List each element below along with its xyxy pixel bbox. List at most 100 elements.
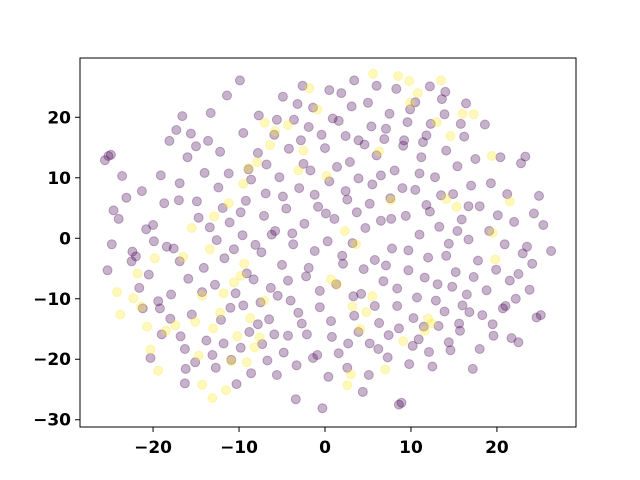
data-point [397, 183, 408, 194]
y-tick-label: −10 [33, 290, 71, 310]
data-point [509, 216, 520, 227]
plot-frame [79, 57, 577, 428]
data-point [207, 350, 218, 360]
data-point [424, 206, 435, 217]
data-point [142, 321, 153, 332]
data-point [295, 135, 306, 146]
data-point [445, 131, 456, 141]
data-point [155, 170, 166, 181]
data-point [327, 113, 338, 124]
data-point [454, 318, 465, 329]
data-point [443, 238, 454, 249]
data-point [154, 303, 165, 314]
data-point [308, 102, 318, 113]
data-point [423, 252, 434, 263]
data-point [253, 110, 264, 121]
data-point [479, 119, 490, 130]
data-point [241, 268, 252, 279]
data-point [291, 360, 302, 371]
data-point [264, 314, 275, 325]
data-point [143, 269, 154, 280]
data-point [298, 158, 309, 169]
data-point [218, 288, 229, 299]
data-point [447, 281, 458, 292]
data-point [261, 159, 272, 170]
data-point [245, 313, 256, 324]
data-point [403, 245, 414, 256]
data-point [259, 210, 269, 221]
data-point [103, 151, 114, 161]
data-point [238, 178, 249, 189]
data-point [136, 186, 147, 197]
data-point [439, 306, 450, 317]
data-point [289, 114, 299, 125]
data-point [344, 157, 355, 167]
data-point [121, 192, 132, 203]
data-point [516, 158, 526, 169]
data-point [404, 76, 415, 86]
data-point [459, 131, 470, 142]
data-point [487, 227, 498, 238]
data-point [500, 301, 511, 311]
data-point [373, 344, 384, 354]
data-point [392, 283, 403, 294]
data-point [182, 152, 193, 163]
data-point [430, 295, 441, 306]
data-point [336, 88, 347, 99]
data-point [180, 363, 191, 374]
data-point [452, 161, 463, 172]
data-point [314, 302, 325, 313]
data-point [326, 331, 337, 342]
data-point [468, 109, 479, 120]
data-point [326, 274, 336, 285]
data-point [451, 201, 462, 212]
data-point [340, 186, 351, 197]
data-point [333, 115, 344, 126]
data-point [321, 171, 332, 181]
data-point [410, 97, 421, 108]
data-point [205, 108, 216, 118]
data-point [209, 211, 220, 222]
data-point [427, 361, 438, 372]
data-point [522, 241, 532, 252]
data-point [211, 235, 222, 246]
data-point [367, 179, 378, 190]
data-point [312, 104, 323, 115]
data-point [171, 125, 182, 135]
data-point [290, 394, 301, 405]
data-point [102, 265, 113, 276]
data-point [461, 98, 471, 109]
data-point [190, 357, 201, 368]
data-point [381, 123, 391, 134]
y-tick-label: 20 [47, 108, 71, 128]
data-point [441, 193, 452, 204]
data-point [405, 104, 416, 115]
data-point [241, 357, 252, 368]
data-point [285, 295, 296, 306]
data-point [393, 71, 404, 82]
data-point [385, 193, 396, 204]
data-point [301, 329, 312, 340]
data-point [222, 90, 232, 101]
data-point [164, 135, 175, 146]
data-point [455, 325, 465, 336]
data-point [426, 318, 437, 329]
data-point [257, 339, 268, 350]
data-point [136, 301, 146, 312]
data-point [342, 380, 353, 391]
data-point [113, 213, 124, 224]
data-point [432, 279, 443, 290]
data-point [412, 88, 423, 99]
data-point [255, 297, 266, 308]
data-point [384, 108, 395, 119]
data-point [441, 145, 452, 156]
data-point [269, 129, 280, 140]
data-point [392, 301, 403, 311]
data-point [277, 259, 287, 270]
data-point [244, 327, 255, 337]
data-point [331, 279, 342, 290]
data-point [343, 338, 354, 349]
data-point [375, 170, 386, 181]
data-point [348, 291, 359, 302]
data-point [127, 246, 138, 257]
